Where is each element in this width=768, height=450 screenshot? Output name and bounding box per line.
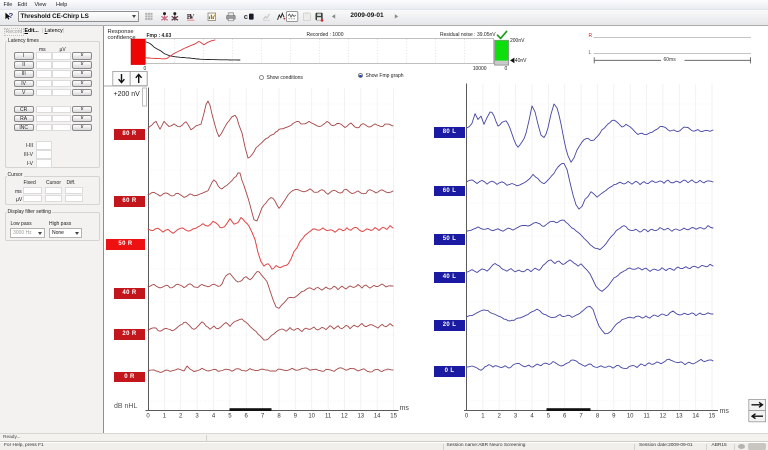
svg-text:13: 13: [676, 414, 683, 420]
svg-text:6: 6: [245, 414, 249, 420]
svg-text:4: 4: [530, 414, 534, 420]
svg-text:2: 2: [498, 414, 502, 420]
svg-text:0: 0: [146, 414, 150, 420]
svg-text:2: 2: [179, 414, 183, 420]
svg-text:11: 11: [643, 414, 650, 420]
svg-text:9: 9: [294, 414, 298, 420]
svg-text:BV: BV: [187, 13, 195, 21]
svg-text:13: 13: [357, 414, 364, 420]
svg-text:8: 8: [277, 414, 281, 420]
svg-text:10: 10: [627, 414, 634, 420]
svg-text:1: 1: [163, 414, 167, 420]
svg-text:7: 7: [261, 414, 265, 420]
svg-text:7: 7: [579, 414, 583, 420]
svg-text:15: 15: [390, 414, 397, 420]
svg-text:3: 3: [514, 414, 518, 420]
svg-text:15: 15: [709, 414, 716, 420]
svg-text:10: 10: [308, 414, 315, 420]
svg-text:4: 4: [212, 414, 216, 420]
svg-text:c: c: [244, 12, 248, 21]
svg-text:14: 14: [692, 414, 699, 420]
svg-text:14: 14: [374, 414, 381, 420]
svg-text:9: 9: [612, 414, 616, 420]
svg-text:8: 8: [596, 414, 600, 420]
svg-text:3: 3: [195, 414, 199, 420]
svg-text:?: ?: [9, 11, 14, 20]
svg-text:6: 6: [563, 414, 567, 420]
svg-text:5: 5: [228, 414, 232, 420]
svg-text:12: 12: [660, 414, 667, 420]
svg-text:0: 0: [465, 414, 469, 420]
svg-text:5: 5: [547, 414, 551, 420]
svg-text:11: 11: [325, 414, 332, 420]
svg-text:1: 1: [481, 414, 485, 420]
svg-text:12: 12: [341, 414, 348, 420]
